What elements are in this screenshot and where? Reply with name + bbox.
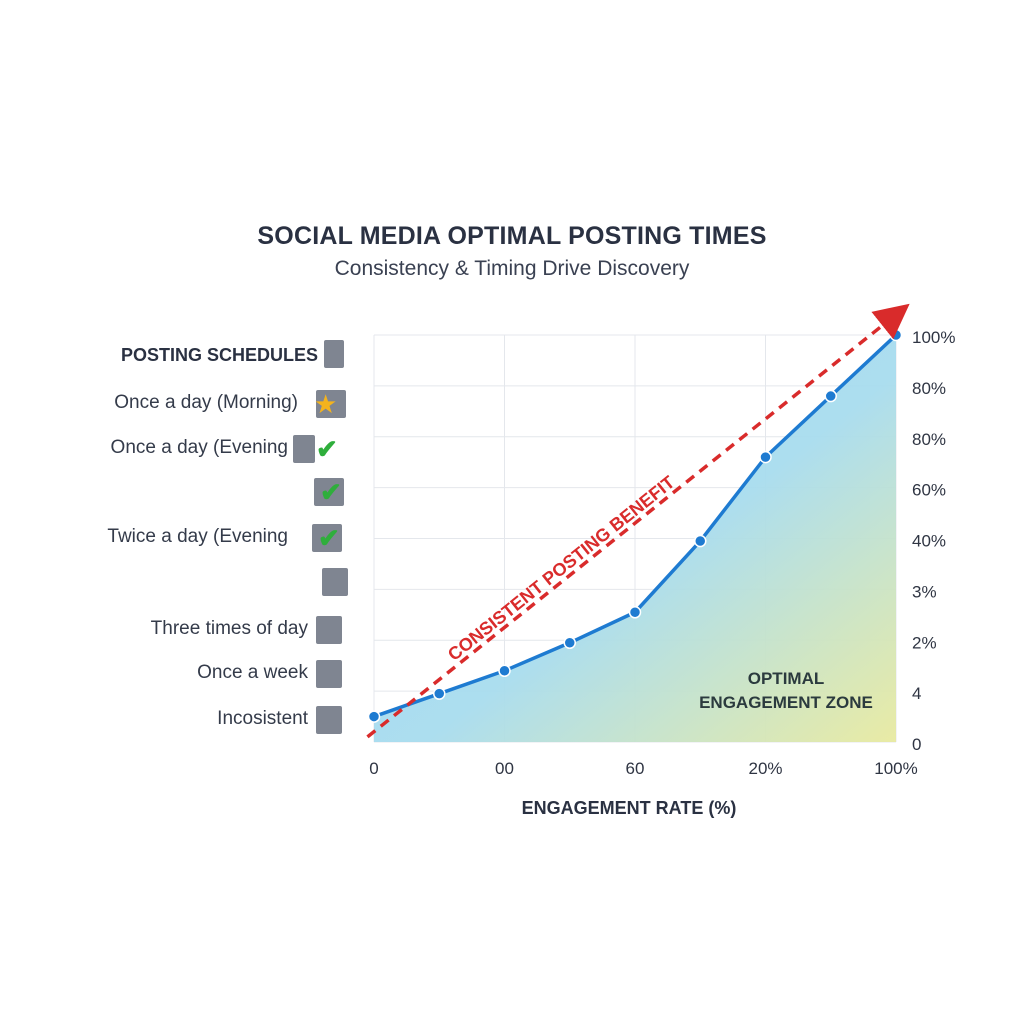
legend-swatch: [293, 435, 315, 463]
legend-item-label: Once a week: [197, 662, 308, 683]
legend-swatch: [316, 660, 342, 688]
y-tick-label: 60%: [912, 481, 946, 500]
legend-item-label: Twice a day (Evening: [107, 526, 288, 547]
x-tick-label: 20%: [748, 759, 782, 778]
data-point: [498, 664, 511, 678]
legend-item-label: Incosistent: [217, 708, 308, 729]
legend-swatch: [322, 568, 348, 596]
legend-swatch: [316, 616, 342, 644]
legend-swatch: [316, 706, 342, 734]
y-tick-label: 4: [912, 684, 921, 703]
data-point: [563, 636, 576, 650]
y-tick-label: 3%: [912, 582, 937, 601]
legend-swatch: [312, 524, 342, 552]
legend-header-box: [324, 340, 344, 368]
engagement-area: [374, 335, 896, 742]
x-tick-label: 60: [626, 759, 645, 778]
x-tick-label: 0: [369, 759, 378, 778]
y-tick-label: 40%: [912, 532, 946, 551]
legend-item-label: Once a day (Evening: [110, 437, 288, 458]
data-point: [759, 450, 772, 464]
checkmark-icon: ✔: [320, 477, 342, 507]
data-point: [628, 606, 642, 619]
legend-header: POSTING SCHEDULES: [120, 345, 318, 365]
data-point: [889, 328, 903, 342]
zone-label: OPTIMAL: [748, 669, 825, 688]
x-tick-label: 00: [495, 759, 514, 778]
chart-subtitle: Consistency & Timing Drive Discovery: [334, 257, 690, 280]
data-point: [694, 534, 707, 548]
legend-swatch: [314, 478, 344, 506]
trend-arrow: [366, 303, 910, 739]
y-tick-label: 80%: [912, 430, 946, 449]
legend-swatch: [316, 390, 346, 418]
data-point: [824, 389, 837, 403]
checkmark-icon: ✔: [316, 434, 338, 464]
data-point: [367, 710, 381, 723]
chart-title: SOCIAL MEDIA OPTIMAL POSTING TIMES: [257, 222, 767, 250]
zone-label: ENGAGEMENT ZONE: [699, 693, 873, 712]
legend-item-label: Three times of day: [150, 618, 308, 639]
legend-item-label: Once a day (Morning): [114, 392, 298, 413]
x-axis-title: ENGAGEMENT RATE (%): [522, 798, 737, 818]
star-icon: ★: [314, 389, 338, 419]
checkmark-icon: ✔: [318, 523, 340, 553]
y-tick-label: 2%: [912, 633, 937, 652]
data-point: [433, 687, 446, 700]
y-tick-label: 100%: [912, 328, 955, 347]
y-tick-label: 0: [912, 735, 921, 754]
x-tick-label: 100%: [874, 759, 917, 778]
y-tick-label: 80%: [912, 379, 946, 398]
